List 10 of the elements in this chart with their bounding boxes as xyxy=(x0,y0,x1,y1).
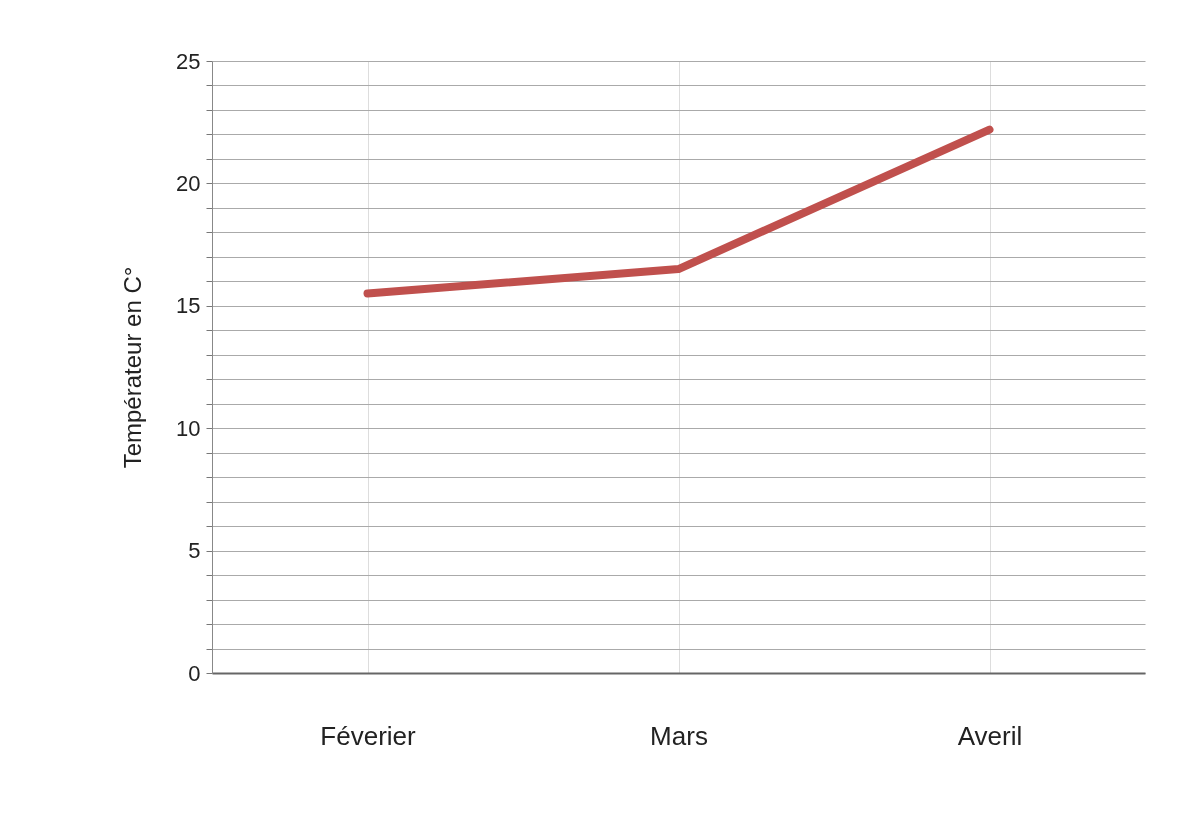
x-tick-label: Averil xyxy=(957,720,1023,751)
y-tick-label: 15 xyxy=(176,293,201,319)
y-tick-label: 10 xyxy=(176,415,201,441)
y-tick-label: 25 xyxy=(176,48,201,74)
y-tick-label: 5 xyxy=(188,538,201,564)
y-tick-label: 0 xyxy=(188,660,201,686)
y-tick-label: 20 xyxy=(176,170,201,196)
y-axis-title: Températeur en C° xyxy=(119,266,147,469)
x-tick-label: Mars xyxy=(650,720,708,751)
x-tick-label: Féverier xyxy=(320,720,417,751)
